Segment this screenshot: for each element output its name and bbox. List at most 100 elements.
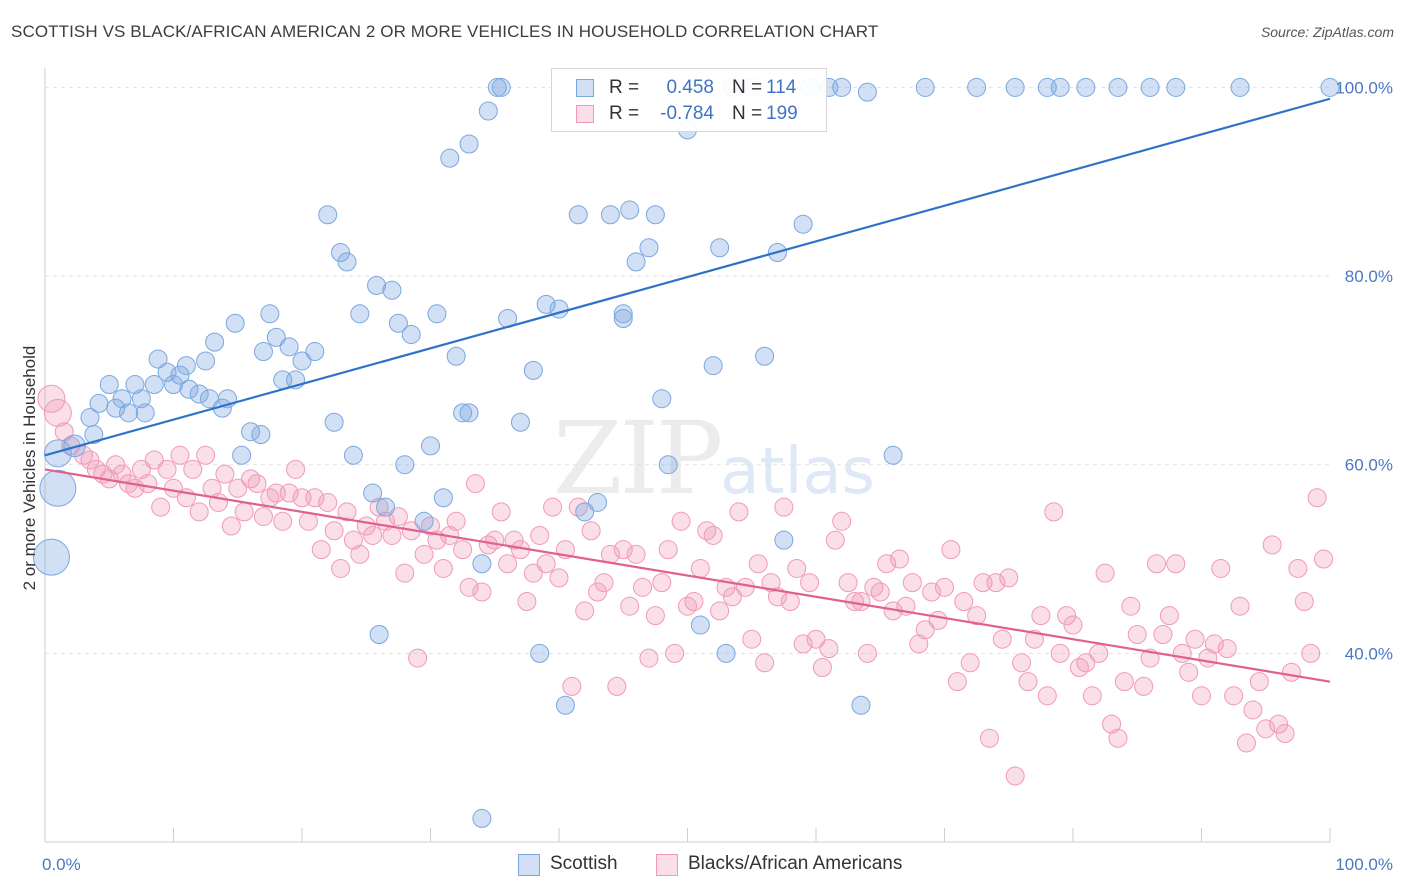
point-scottish — [446, 346, 466, 366]
point-scottish — [305, 342, 325, 362]
point-blacks — [819, 639, 839, 659]
point-scottish — [440, 148, 460, 168]
point-scottish — [703, 356, 723, 376]
point-blacks — [890, 549, 910, 569]
point-blacks — [780, 591, 800, 611]
point-blacks — [363, 525, 383, 545]
point-scottish — [1320, 77, 1340, 97]
correlation-legend: R = 0.458 N = 114 R = -0.784 N = 199 — [551, 68, 827, 132]
series-scottish-points — [32, 77, 1340, 828]
point-blacks — [812, 658, 832, 678]
point-scottish — [164, 375, 183, 395]
point-scottish — [99, 375, 119, 395]
watermark-atlas: atlas — [720, 435, 875, 509]
point-scottish — [179, 379, 199, 399]
point-blacks — [941, 540, 961, 560]
point-scottish — [253, 342, 273, 362]
point-scottish — [652, 389, 672, 409]
point-blacks — [1249, 672, 1269, 692]
y-axis-label: 2 or more Vehicles in Household — [20, 346, 39, 591]
point-blacks — [710, 601, 730, 621]
point-scottish — [857, 82, 877, 102]
grid-lines — [45, 86, 1330, 654]
point-blacks — [1082, 686, 1102, 706]
point-blacks — [1192, 686, 1211, 706]
point-scottish — [523, 360, 543, 380]
point-scottish — [337, 252, 357, 272]
y-tick-label: 80.0% — [1345, 267, 1393, 286]
point-scottish — [453, 403, 473, 423]
point-blacks — [369, 497, 389, 517]
point-blacks — [1179, 662, 1199, 682]
point-blacks — [562, 676, 582, 696]
point-blacks — [1294, 591, 1314, 611]
point-scottish — [459, 403, 479, 423]
point-blacks — [491, 502, 511, 522]
point-blacks — [986, 573, 1006, 593]
point-scottish — [1076, 77, 1096, 97]
point-blacks — [144, 450, 164, 470]
y-tick-label: 60.0% — [1345, 456, 1393, 475]
point-blacks — [273, 511, 293, 531]
point-blacks — [151, 497, 171, 517]
point-scottish — [613, 309, 633, 329]
point-blacks — [446, 511, 466, 531]
point-blacks — [1185, 629, 1205, 649]
point-blacks — [748, 554, 768, 574]
point-scottish — [119, 403, 139, 423]
point-blacks — [1114, 672, 1134, 692]
point-scottish — [43, 439, 72, 468]
point-blacks — [253, 507, 273, 527]
point-scottish — [196, 351, 216, 371]
point-blacks — [1127, 624, 1147, 644]
point-scottish — [170, 365, 190, 385]
point-scottish — [472, 808, 492, 828]
point-scottish — [421, 436, 440, 456]
point-scottish — [600, 205, 620, 225]
point-blacks — [350, 544, 370, 564]
point-blacks — [170, 445, 190, 465]
point-scottish — [1108, 77, 1128, 97]
point-blacks — [806, 629, 826, 649]
point-scottish — [433, 488, 453, 508]
point-scottish — [883, 445, 903, 465]
point-blacks — [1224, 686, 1244, 706]
point-blacks — [761, 573, 781, 593]
point-blacks — [922, 582, 942, 602]
point-blacks — [247, 474, 267, 494]
point-blacks — [1307, 488, 1327, 508]
point-blacks — [928, 610, 948, 630]
point-blacks — [43, 398, 72, 427]
point-blacks — [1243, 700, 1263, 720]
point-blacks — [1230, 596, 1250, 616]
point-blacks — [665, 643, 685, 663]
legend-swatch-scottish — [576, 79, 594, 97]
point-scottish — [588, 492, 608, 512]
point-blacks — [1314, 549, 1334, 569]
point-blacks — [1121, 596, 1141, 616]
point-blacks — [1159, 606, 1179, 626]
point-blacks — [453, 540, 473, 560]
point-scottish — [1166, 77, 1186, 97]
point-scottish — [427, 304, 447, 324]
point-blacks — [613, 540, 633, 560]
point-blacks — [138, 474, 158, 494]
legend-r-label: R = — [609, 77, 640, 98]
point-scottish — [472, 554, 492, 574]
x-tick-label: 0.0% — [42, 855, 81, 874]
point-scottish — [716, 643, 736, 663]
point-scottish — [915, 77, 935, 97]
point-blacks — [517, 591, 537, 611]
point-blacks — [183, 459, 203, 479]
point-scottish — [350, 304, 370, 324]
point-blacks — [588, 582, 608, 602]
point-blacks — [485, 530, 505, 550]
point-scottish — [251, 425, 271, 445]
point-blacks — [388, 507, 408, 527]
point-blacks — [1217, 639, 1237, 659]
point-scottish — [851, 695, 871, 715]
point-blacks — [1204, 634, 1224, 654]
point-scottish — [510, 412, 530, 432]
point-scottish — [1005, 77, 1025, 97]
point-scottish — [620, 200, 640, 220]
